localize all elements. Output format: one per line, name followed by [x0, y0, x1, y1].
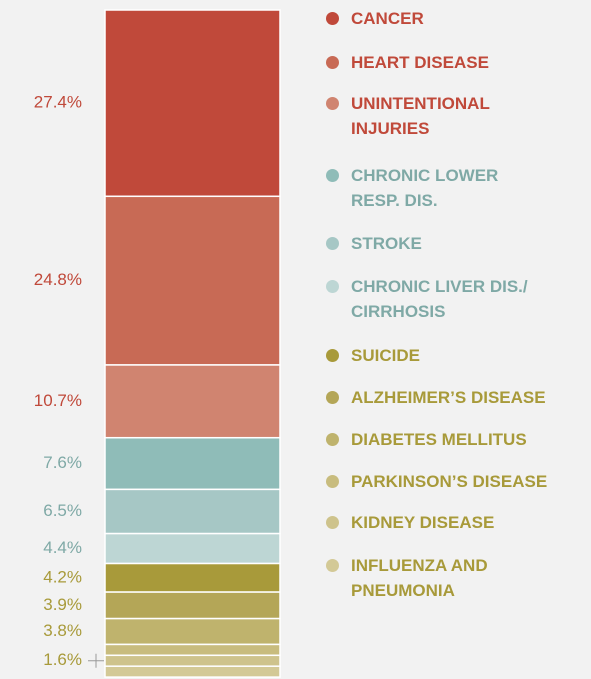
legend-item: CHRONIC LOWER RESP. DIS.: [322, 163, 498, 213]
value-label: 10.7%: [34, 391, 82, 410]
bar-segment: [104, 654, 281, 667]
value-label: 7.6%: [43, 453, 82, 472]
legend-label: CHRONIC LIVER DIS./ CIRRHOSIS: [351, 277, 528, 321]
value-label: 3.8%: [43, 621, 82, 640]
legend-swatch: [326, 559, 339, 572]
bar-segment: [104, 617, 281, 646]
legend-label: KIDNEY DISEASE: [351, 513, 495, 532]
bar-segment: [104, 562, 281, 593]
value-label: 6.5%: [43, 501, 82, 520]
legend-swatch: [326, 433, 339, 446]
legend-label: PARKINSON’S DISEASE: [351, 472, 548, 491]
legend-item: CHRONIC LIVER DIS./ CIRRHOSIS: [322, 274, 528, 324]
value-label: 27.4%: [34, 93, 82, 112]
legend-swatch: [326, 56, 339, 69]
value-label: 3.9%: [43, 595, 82, 614]
bar-segment: [104, 436, 281, 491]
legend-item: ALZHEIMER’S DISEASE: [322, 385, 546, 410]
legend-swatch: [326, 237, 339, 250]
bar-segment: [104, 665, 281, 678]
legend-label: ALZHEIMER’S DISEASE: [351, 388, 546, 407]
legend-swatch: [326, 516, 339, 529]
legend-label: UNINTENTIONAL INJURIES: [351, 94, 490, 138]
legend-label: CHRONIC LOWER RESP. DIS.: [351, 166, 499, 210]
legend-label: CANCER: [351, 9, 424, 28]
legend-swatch: [326, 169, 339, 182]
legend-swatch: [326, 349, 339, 362]
value-label: 4.4%: [43, 538, 82, 557]
legend-item: CANCER: [322, 6, 424, 31]
legend-label: INFLUENZA AND PNEUMONIA: [351, 556, 488, 600]
bar-segment: [104, 488, 281, 535]
legend-item: UNINTENTIONAL INJURIES: [322, 91, 490, 141]
legend-item: HEART DISEASE: [322, 50, 489, 75]
bar-segment: [104, 9, 281, 198]
legend-item: KIDNEY DISEASE: [322, 510, 494, 535]
legend-item: SUICIDE: [322, 343, 420, 368]
legend-item: INFLUENZA AND PNEUMONIA: [322, 553, 488, 603]
legend-label: STROKE: [351, 234, 422, 253]
legend-swatch: [326, 12, 339, 25]
legend-swatch: [326, 280, 339, 293]
legend-swatch: [326, 97, 339, 110]
bar-segment: [104, 195, 281, 366]
value-label: 4.2%: [43, 567, 82, 586]
legend-swatch: [326, 475, 339, 488]
legend-item: STROKE: [322, 231, 422, 256]
legend-item: DIABETES MELLITUS: [322, 427, 527, 452]
legend-label: HEART DISEASE: [351, 53, 489, 72]
bar-segment: [104, 532, 281, 565]
legend-item: PARKINSON’S DISEASE: [322, 469, 547, 494]
value-label: 1.6%: [43, 650, 82, 669]
value-label: 24.8%: [34, 270, 82, 289]
legend-label: DIABETES MELLITUS: [351, 430, 527, 449]
bar-segment: [104, 643, 281, 657]
legend-label: SUICIDE: [351, 346, 420, 365]
legend-swatch: [326, 391, 339, 404]
bar-segment: [104, 591, 281, 620]
bar-segment: [104, 364, 281, 439]
